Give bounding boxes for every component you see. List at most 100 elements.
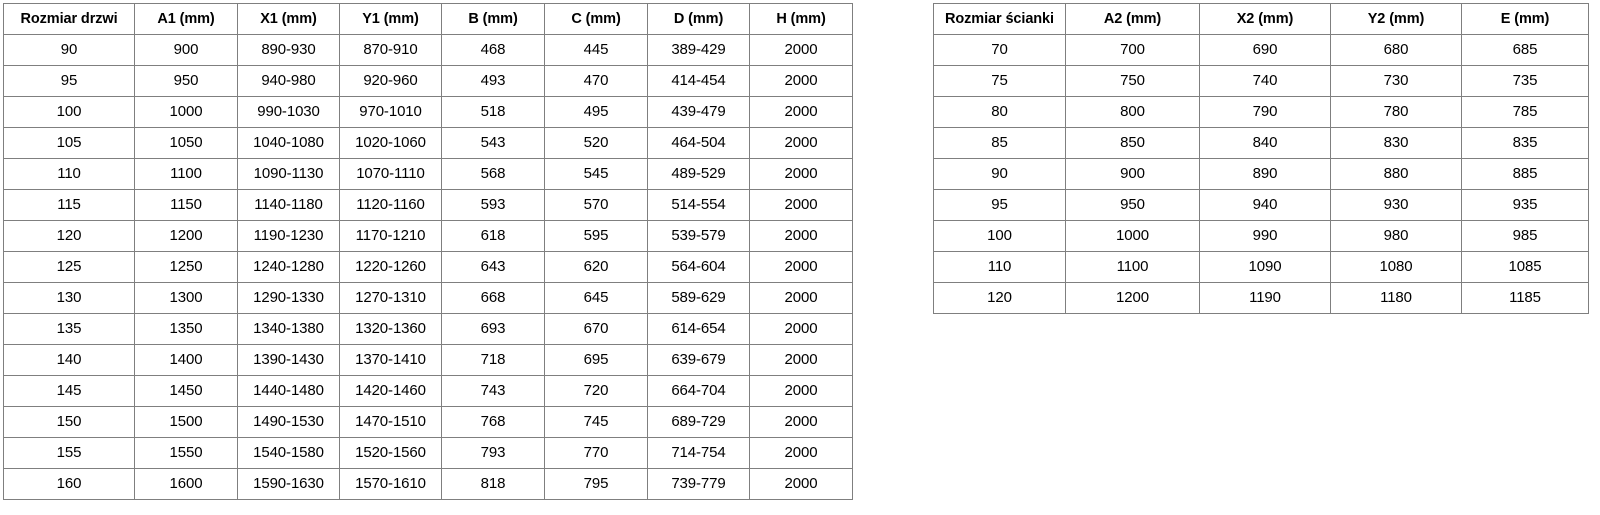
walls_table-cell: 790 — [1199, 96, 1331, 128]
doors_table-cell: 920-960 — [339, 65, 442, 97]
doors_table-cell: 568 — [441, 158, 545, 190]
doors_table-cell: 950 — [134, 65, 238, 97]
doors_table-cell: 1600 — [134, 468, 238, 500]
doors-col-header-h: H (mm) — [749, 3, 853, 35]
doors_table-cell: 518 — [441, 96, 545, 128]
table-row: 757507407307352000 — [933, 65, 1589, 97]
doors_table-cell: 1200 — [134, 220, 238, 252]
doors_table-cell: 414-454 — [647, 65, 750, 97]
table-row: 155 1550 1540-1580 1520-1560 793 770 714-754 20… — [3, 437, 853, 469]
doors_table-cell: 2000 — [749, 375, 853, 407]
doors_table-cell: 493 — [441, 65, 545, 97]
doors_table-cell: 1300 — [134, 282, 238, 314]
walls-col-header-e: E (mm) — [1461, 3, 1589, 35]
doors_table-cell: 468 — [441, 34, 545, 66]
table-row: 90 900 890-930 870-910 468 445 389-429 2000 — [3, 34, 853, 66]
doors_table-cell: 1150 — [134, 189, 238, 221]
table-row: 707006906806852000 — [933, 34, 1589, 66]
walls_table-cell: 100 — [933, 220, 1066, 252]
walls-dimension-table-container: Rozmiar ścianki A2 (mm) X2 (mm) Y2 (mm) … — [933, 3, 1589, 314]
doors_table-cell: 1290-1330 — [237, 282, 340, 314]
doors_table-cell: 1470-1510 — [339, 406, 442, 438]
table-row: 110 1100 1090-1130 1070-1110 568 545 489-529 20… — [3, 158, 853, 190]
doors_table-cell: 693 — [441, 313, 545, 345]
doors-dimension-table-container: Rozmiar drzwi A1 (mm) X1 (mm) Y1 (mm) B … — [3, 3, 853, 500]
doors_table-cell: 720 — [544, 375, 648, 407]
walls-col-header-size: Rozmiar ścianki — [933, 3, 1066, 35]
walls-header-row: Rozmiar ścianki A2 (mm) X2 (mm) Y2 (mm) … — [933, 3, 1589, 35]
doors_table-cell: 689-729 — [647, 406, 750, 438]
walls_table-cell: 735 — [1461, 65, 1589, 97]
doors_table-cell: 1140-1180 — [237, 189, 340, 221]
doors_table-cell: 770 — [544, 437, 648, 469]
doors-col-header-d: D (mm) — [647, 3, 750, 35]
doors-col-header-size: Rozmiar drzwi — [3, 3, 135, 35]
walls_table-cell: 1100 — [1065, 251, 1200, 283]
walls_table-cell: 1200 — [1065, 282, 1200, 314]
walls_table-cell: 1180 — [1330, 282, 1462, 314]
doors_table-cell: 870-910 — [339, 34, 442, 66]
doors-col-header-y1: Y1 (mm) — [339, 3, 442, 35]
walls-col-header-a2: A2 (mm) — [1065, 3, 1200, 35]
doors_table-cell: 1490-1530 — [237, 406, 340, 438]
doors_table-cell: 2000 — [749, 65, 853, 97]
doors_table-cell: 1370-1410 — [339, 344, 442, 376]
walls_table-cell: 1190 — [1199, 282, 1331, 314]
doors_table-cell: 1340-1380 — [237, 313, 340, 345]
doors-col-header-x1: X1 (mm) — [237, 3, 340, 35]
table-row: 808007907807852000 — [933, 96, 1589, 128]
doors_table-cell: 1070-1110 — [339, 158, 442, 190]
doors_table-cell: 389-429 — [647, 34, 750, 66]
doors_table-cell: 2000 — [749, 313, 853, 345]
doors_table-cell: 489-529 — [647, 158, 750, 190]
walls_table-cell: 730 — [1330, 65, 1462, 97]
doors-col-header-b: B (mm) — [441, 3, 545, 35]
doors_table-cell: 2000 — [749, 189, 853, 221]
doors_table-cell: 160 — [3, 468, 135, 500]
doors_table-cell: 1170-1210 — [339, 220, 442, 252]
doors_table-cell: 1420-1460 — [339, 375, 442, 407]
doors_table-cell: 120 — [3, 220, 135, 252]
doors_table-cell: 135 — [3, 313, 135, 345]
doors_table-cell: 100 — [3, 96, 135, 128]
doors_table-cell: 620 — [544, 251, 648, 283]
walls_table-cell: 95 — [933, 189, 1066, 221]
walls_table-cell: 1080 — [1330, 251, 1462, 283]
doors_table-cell: 1100 — [134, 158, 238, 190]
doors_table-cell: 140 — [3, 344, 135, 376]
table-row: 115 1150 1140-1180 1120-1160 593 570 514-554 20… — [3, 189, 853, 221]
doors_table-cell: 90 — [3, 34, 135, 66]
walls_table-cell: 850 — [1065, 127, 1200, 159]
doors_table-cell: 570 — [544, 189, 648, 221]
table-row: 150 1500 1490-1530 1470-1510 768 745 689-729 20… — [3, 406, 853, 438]
walls_table-cell: 690 — [1199, 34, 1331, 66]
doors_table-cell: 818 — [441, 468, 545, 500]
doors_table-cell: 1000 — [134, 96, 238, 128]
doors-col-header-c: C (mm) — [544, 3, 648, 35]
doors_table-cell: 115 — [3, 189, 135, 221]
doors_table-cell: 1240-1280 — [237, 251, 340, 283]
walls_table-cell: 930 — [1330, 189, 1462, 221]
doors_table-cell: 743 — [441, 375, 545, 407]
doors-header-row: Rozmiar drzwi A1 (mm) X1 (mm) Y1 (mm) B … — [3, 3, 853, 35]
table-row: 100 1000 990-1030 970-1010 518 495 439-479 2000 — [3, 96, 853, 128]
doors_table-cell: 1220-1260 — [339, 251, 442, 283]
table-row: 160 1600 1590-1630 1570-1610 818 795 739-779 20… — [3, 468, 853, 500]
walls_table-cell: 885 — [1461, 158, 1589, 190]
walls_table-cell: 75 — [933, 65, 1066, 97]
doors_table-cell: 1400 — [134, 344, 238, 376]
doors_table-cell: 793 — [441, 437, 545, 469]
walls-table-body: 7070069068068520007575074073073520008080… — [933, 34, 1589, 314]
doors_table-cell: 1500 — [134, 406, 238, 438]
doors_table-cell: 539-579 — [647, 220, 750, 252]
walls_table-cell: 120 — [933, 282, 1066, 314]
walls_table-cell: 750 — [1065, 65, 1200, 97]
doors_table-cell: 1050 — [134, 127, 238, 159]
walls_table-cell: 985 — [1461, 220, 1589, 252]
doors_table-cell: 593 — [441, 189, 545, 221]
doors_table-cell: 2000 — [749, 220, 853, 252]
doors_table-cell: 589-629 — [647, 282, 750, 314]
doors_table-cell: 545 — [544, 158, 648, 190]
doors_table-cell: 2000 — [749, 158, 853, 190]
doors_table-cell: 2000 — [749, 251, 853, 283]
